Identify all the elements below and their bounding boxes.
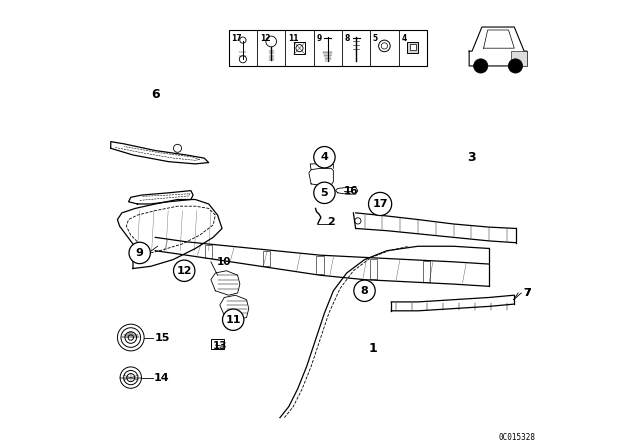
Circle shape <box>354 280 375 302</box>
Text: 14: 14 <box>154 373 170 383</box>
Text: 7: 7 <box>523 288 531 298</box>
Circle shape <box>173 260 195 281</box>
Text: 4: 4 <box>321 152 328 162</box>
Text: 11: 11 <box>288 34 298 43</box>
Text: 6: 6 <box>151 88 159 101</box>
Text: 9: 9 <box>136 248 143 258</box>
Text: 1: 1 <box>369 342 378 355</box>
Bar <box>410 44 416 50</box>
Text: 8: 8 <box>344 34 350 43</box>
Text: 12: 12 <box>177 266 192 276</box>
Bar <box>294 42 305 54</box>
Text: 16: 16 <box>344 185 358 196</box>
Circle shape <box>369 192 392 215</box>
Text: 8: 8 <box>361 286 369 296</box>
Circle shape <box>129 242 150 263</box>
Text: 2: 2 <box>327 217 335 227</box>
Text: 5: 5 <box>373 34 378 43</box>
Bar <box>423 261 431 282</box>
Circle shape <box>508 59 523 73</box>
Bar <box>511 51 527 66</box>
Text: 5: 5 <box>321 188 328 198</box>
Text: 13: 13 <box>212 341 227 351</box>
Circle shape <box>314 146 335 168</box>
Text: 17: 17 <box>372 199 388 209</box>
Bar <box>263 251 270 266</box>
Text: 0C015328: 0C015328 <box>499 433 536 442</box>
Text: 7: 7 <box>523 288 531 298</box>
Bar <box>316 256 324 274</box>
Text: 11: 11 <box>225 315 241 325</box>
Bar <box>228 30 427 66</box>
Text: 4: 4 <box>401 34 406 43</box>
Bar <box>370 259 377 279</box>
Text: 15: 15 <box>154 332 170 343</box>
Text: 10: 10 <box>217 257 232 267</box>
Bar <box>205 245 212 258</box>
Text: 3: 3 <box>467 151 476 164</box>
Bar <box>407 42 419 53</box>
Circle shape <box>223 309 244 331</box>
Text: 12: 12 <box>260 34 270 43</box>
Circle shape <box>314 182 335 203</box>
Circle shape <box>474 59 488 73</box>
Text: 9: 9 <box>316 34 321 43</box>
Text: 17: 17 <box>232 34 242 43</box>
